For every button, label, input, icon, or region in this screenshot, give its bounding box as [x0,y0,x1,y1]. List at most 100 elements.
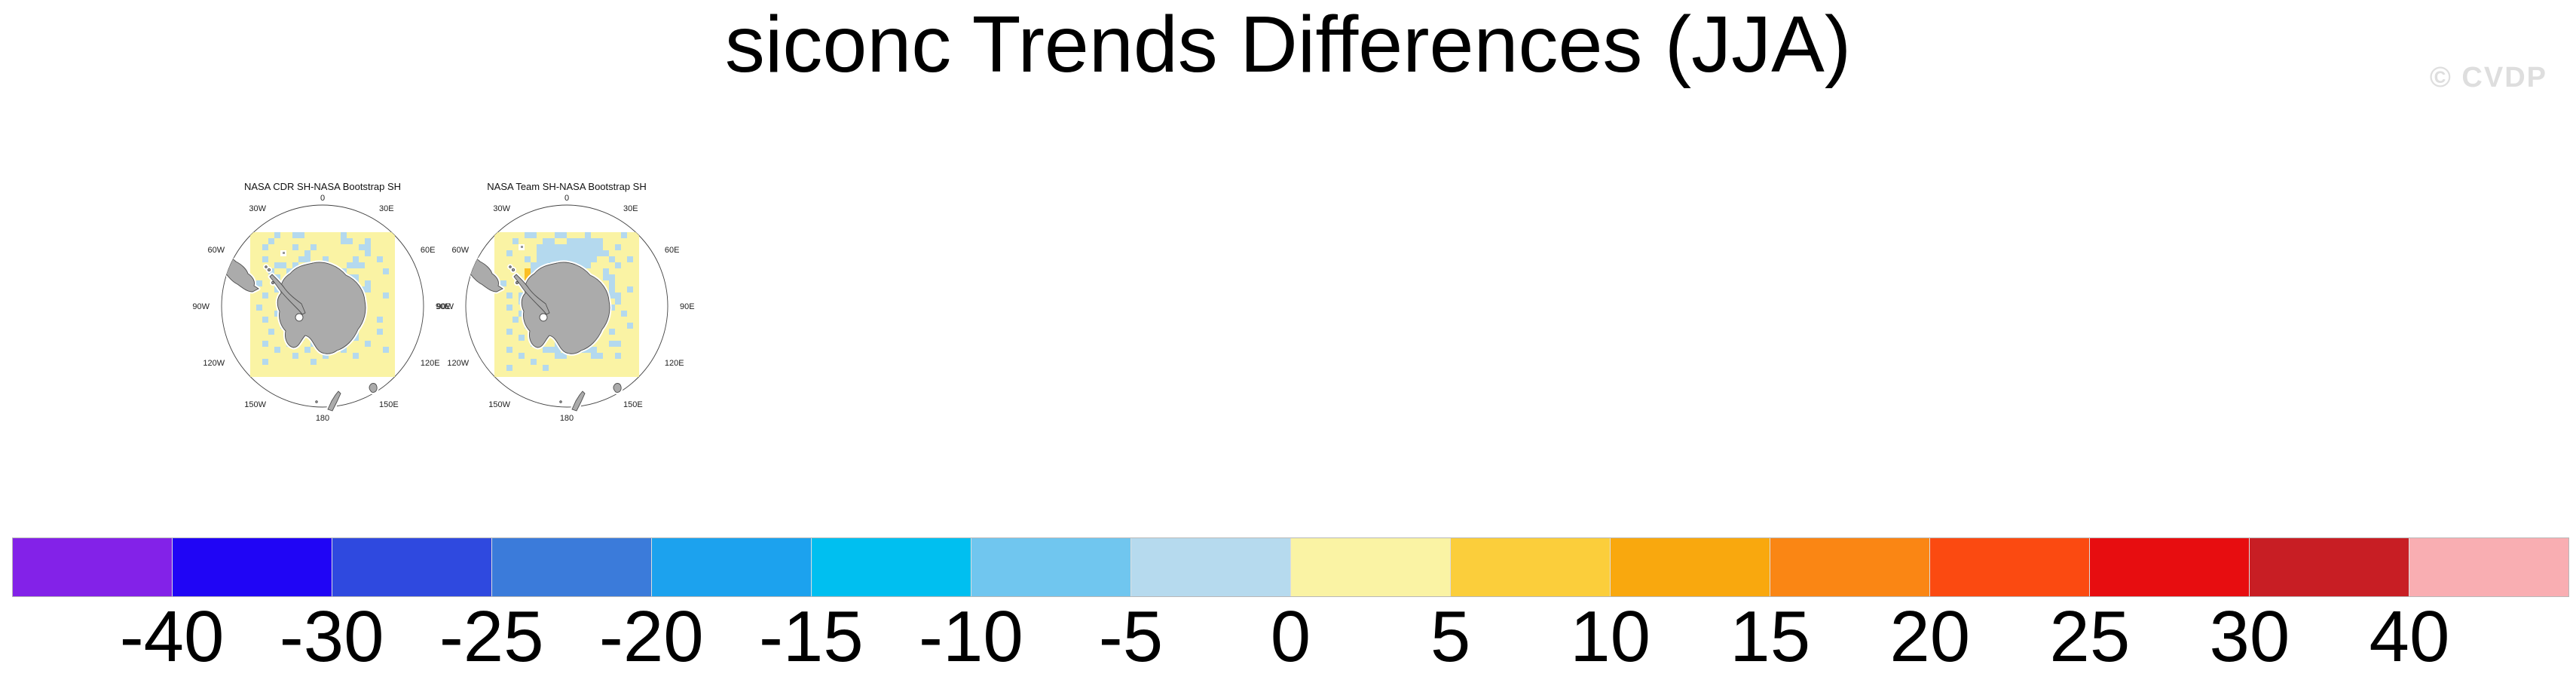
colorbar-segment [811,538,971,596]
grid-cell [531,359,537,365]
lon-label-90E: 90E [436,302,451,311]
grid-cell [298,232,304,238]
colorbar-segment [1450,538,1610,596]
grid-cell [621,311,627,317]
grid-cell [525,268,531,274]
grid-cell [561,256,567,262]
grid-cell [268,329,274,335]
map-panel-nasa-team: NASA Team SH-NASA Bootstrap SH 0 30E 60E 90… [436,181,694,423]
grid-cell [512,238,519,244]
grid-cell [585,238,591,244]
lon-label-150E: 150E [623,400,643,409]
lon-label-180: 180 [560,414,574,423]
grid-cell [591,256,597,262]
colorbar-label: -40 [119,596,225,677]
grid-cell [627,323,633,329]
grid-cell [597,244,603,250]
grid-cell [555,250,561,256]
grid-cell [555,347,561,353]
grid-cell [609,292,615,299]
grid-cell [353,353,359,359]
grid-cell [543,256,549,262]
grid-cell [609,274,615,280]
grid-cell [561,232,567,238]
grid-cell [298,256,304,262]
grid-cell [549,256,555,262]
grid-cell [597,353,603,359]
colorbar-label: 25 [2049,596,2131,677]
grid-cell [365,250,371,256]
grid-cell [555,256,561,262]
colorbar-label: -5 [1098,596,1164,677]
lon-label-120E: 120E [665,359,684,368]
grid-cell [274,347,280,353]
grid-cell [609,256,615,262]
grid-cell [543,365,549,371]
grid-cell [506,305,512,311]
grid-cell [347,262,353,268]
map-panel-nasa-cdr: NASA CDR SH-NASA Bootstrap SH 0 30E 60E 90E… [192,181,450,423]
map-title: NASA Team SH-NASA Bootstrap SH [487,181,646,192]
grid-cell [506,347,512,353]
grid-cell [561,250,567,256]
grid-cell [506,365,512,371]
grid-cell [292,232,298,238]
lon-label-30W: 30W [249,204,266,213]
lon-label-30E: 30E [379,204,394,213]
grid-cell [561,353,567,359]
grid-cell [365,341,371,347]
grid-cell [537,244,543,250]
colorbar-label: -30 [279,596,384,677]
grid-cell [609,329,615,335]
grid-cell [383,292,389,299]
colorbar-label: -20 [598,596,704,677]
colorbar-label: 0 [1270,596,1311,677]
grid-cell [579,250,585,256]
colorbar-segment [2089,538,2249,596]
grid-cell [506,292,512,299]
grid-cell [262,256,268,262]
grid-cell [549,244,555,250]
colorbar-label: 40 [2369,596,2450,677]
colorbar-segment [1610,538,1770,596]
colorbar [12,537,2569,597]
grid-cell [591,238,597,244]
grid-cell [621,232,627,238]
grid-cell [585,232,591,238]
grid-cell [567,238,573,244]
grid-cell [591,244,597,250]
grid-cell [256,305,262,311]
grid-cell [567,244,573,250]
lon-label-90W: 90W [436,302,454,311]
lon-label-180: 180 [316,414,329,423]
colorbar-label: -25 [439,596,544,677]
longitude-labels: 0 30E 60E 90E 120E 150E 180 150W 120W 90W 60W 30W [192,194,450,423]
grid-cell [262,244,268,250]
small-island [521,246,523,248]
grid-cell [537,256,543,262]
grid-cell [615,353,621,359]
lon-label-30W: 30W [493,204,510,213]
colorbar-segment [1929,538,2089,596]
colorbar-label: 15 [1730,596,1811,677]
map-title: NASA CDR SH-NASA Bootstrap SH [244,181,401,192]
grid-cell [262,359,268,365]
grid-cell [579,244,585,250]
grid-cell [543,238,549,244]
grid-cell [525,232,531,238]
grid-cell [256,280,262,286]
grid-cell [304,347,311,353]
grid-cell [579,262,585,268]
grid-cell [615,341,621,347]
grid-cell [585,262,591,268]
grid-cell [268,238,274,244]
lon-label-150E: 150E [379,400,399,409]
grid-cell [597,238,603,244]
grid-cell [585,244,591,250]
grid-cell [280,262,286,268]
grid-cell [519,353,525,359]
grid-cell [347,238,353,244]
grid-cell [377,317,383,323]
lon-label-60E: 60E [421,246,436,255]
